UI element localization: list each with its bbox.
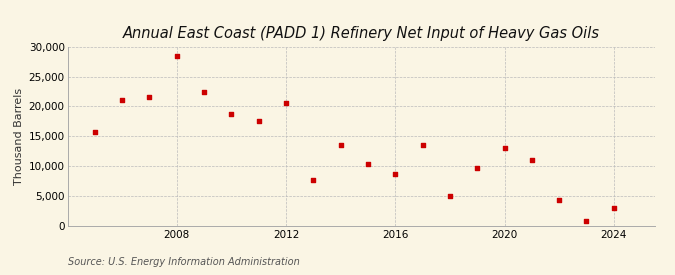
Point: [526, 158, 537, 162]
Point: [226, 112, 237, 116]
Point: [472, 166, 483, 170]
Title: Annual East Coast (PADD 1) Refinery Net Input of Heavy Gas Oils: Annual East Coast (PADD 1) Refinery Net …: [123, 26, 599, 42]
Point: [554, 198, 564, 203]
Point: [308, 177, 319, 182]
Point: [198, 90, 209, 94]
Point: [171, 54, 182, 59]
Y-axis label: Thousand Barrels: Thousand Barrels: [14, 87, 24, 185]
Point: [445, 194, 456, 198]
Point: [608, 206, 619, 210]
Point: [144, 95, 155, 100]
Point: [362, 162, 373, 166]
Point: [335, 143, 346, 147]
Text: Source: U.S. Energy Information Administration: Source: U.S. Energy Information Administ…: [68, 257, 299, 267]
Point: [417, 143, 428, 147]
Point: [253, 119, 264, 123]
Point: [89, 130, 100, 134]
Point: [390, 172, 401, 176]
Point: [281, 101, 292, 106]
Point: [499, 146, 510, 150]
Point: [581, 219, 592, 223]
Point: [117, 98, 128, 103]
